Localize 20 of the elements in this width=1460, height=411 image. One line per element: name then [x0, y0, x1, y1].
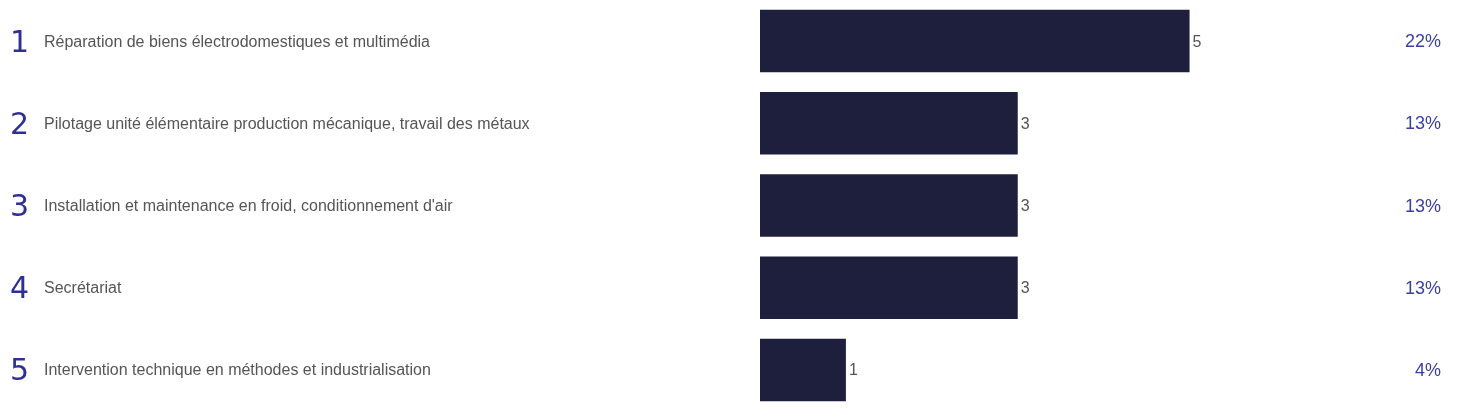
y-tick-label: Secrétariat	[44, 279, 122, 296]
data-label: 3	[1020, 114, 1030, 132]
data-label: 5	[1192, 32, 1202, 50]
text: 4	[10, 270, 30, 305]
text: 2	[10, 106, 30, 141]
text: 5	[10, 352, 30, 387]
text: 4%	[1415, 360, 1442, 380]
text: 13%	[1405, 113, 1442, 133]
y-tick-label: Pilotage unité élémentaire production mécanique, travail des métaux	[44, 115, 530, 132]
data-label: 3	[1020, 197, 1030, 214]
text: 13%	[1405, 278, 1442, 298]
data-label: 3	[1020, 279, 1030, 297]
text: 1	[10, 24, 30, 59]
text: 3	[10, 188, 30, 223]
y-tick-label: Réparation de biens électrodomestiques et multimédia	[44, 33, 431, 50]
text: 13%	[1405, 196, 1442, 216]
y-tick-label: Intervention technique en méthodes et industrialisation	[44, 361, 431, 378]
y-tick-label: Installation et maintenance en froid, conditionnement d'air	[44, 197, 454, 214]
data-label: 1	[848, 361, 858, 379]
text: 22%	[1405, 31, 1442, 51]
